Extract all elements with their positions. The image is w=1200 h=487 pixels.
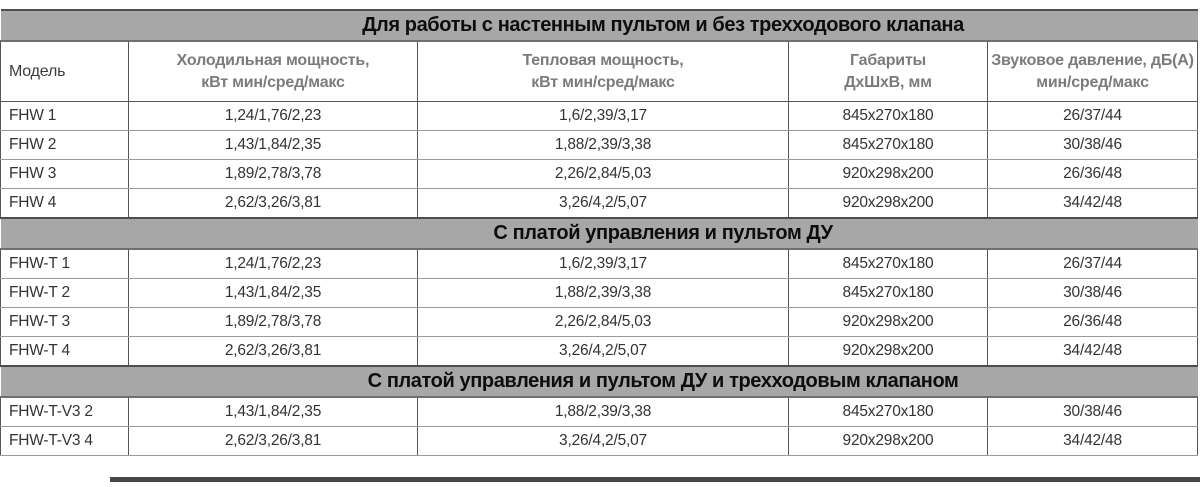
section-wall-remote: Для работы с настенным пультом и без тре… [0,9,1199,219]
cell-dimensions: 845x270x180 [788,101,988,131]
cell-cooling: 1,43/1,84/2,35 [128,278,418,308]
cell-dimensions: 920x298x200 [788,307,988,337]
cell-model: FHW-T 4 [0,336,129,367]
cell-cooling: 1,24/1,76/2,23 [128,248,418,279]
cell-cooling: 1,89/2,78/3,78 [128,159,418,189]
cell-sound: 34/42/48 [986,188,1199,219]
cell-dimensions: 920x298x200 [788,336,988,367]
cell-cooling: 1,89/2,78/3,78 [128,307,418,337]
cell-model: FHW 1 [0,101,129,131]
cell-cooling: 1,24/1,76/2,23 [128,101,418,131]
table-row: FHW 1 1,24/1,76/2,23 1,6/2,39/3,17 845x270x… [0,101,1199,131]
cell-sound: 26/37/44 [986,248,1199,279]
column-header-row: Модель Холодильная мощность, кВт мин/сре… [0,40,1199,102]
cell-heating: 1,88/2,39/3,38 [417,278,789,308]
cell-model: FHW-T 1 [0,248,129,279]
column-header-model: Модель [0,40,129,102]
cell-heating: 3,26/4,2/5,07 [417,188,789,219]
bottom-bar [110,477,1200,482]
cell-sound: 34/42/48 [986,336,1199,367]
cell-heating: 3,26/4,2/5,07 [417,336,789,367]
table-row: FHW-T 1 1,24/1,76/2,23 1,6/2,39/3,17 845x27… [0,248,1199,279]
cell-model: FHW 2 [0,130,129,160]
column-header-cooling-power: Холодильная мощность, кВт мин/сред/макс [128,40,418,102]
column-header-sound-pressure: Звуковое давление, дБ(А) мин/сред/макс [986,40,1199,102]
cell-dimensions: 920x298x200 [788,426,988,456]
cell-cooling: 1,43/1,84/2,35 [128,396,418,427]
cell-sound: 30/38/46 [986,396,1199,427]
cell-model: FHW 3 [0,159,129,189]
cell-model: FHW-T 3 [0,307,129,337]
table-row: FHW 4 2,62/3,26/3,81 3,26/4,2/5,07 920x298x… [0,188,1199,219]
cell-dimensions: 845x270x180 [788,278,988,308]
cell-heating: 1,6/2,39/3,17 [417,248,789,279]
cell-cooling: 2,62/3,26/3,81 [128,188,418,219]
section-banner: С платой управления и пультом ДУ и трехх… [0,365,1198,398]
section-banner-row: Для работы с настенным пультом и без тре… [0,9,1198,42]
section-banner-row: С платой управления и пультом ДУ [0,217,1198,250]
table-row: FHW-T-V3 4 2,62/3,26/3,81 3,26/4,2/5,07 920… [0,426,1199,456]
cell-dimensions: 845x270x180 [788,396,988,427]
cell-sound: 26/37/44 [986,101,1199,131]
cell-heating: 1,88/2,39/3,38 [417,130,789,160]
cell-cooling: 1,43/1,84/2,35 [128,130,418,160]
column-header-heating-power: Тепловая мощность, кВт мин/сред/макс [417,40,789,102]
cell-model: FHW 4 [0,188,129,219]
cell-cooling: 2,62/3,26/3,81 [128,336,418,367]
cell-sound: 26/36/48 [986,159,1199,189]
table-row: FHW-T 2 1,43/1,84/2,35 1,88/2,39/3,38 845x2… [0,278,1199,308]
section-banner: С платой управления и пультом ДУ [0,217,1198,250]
cell-sound: 30/38/46 [986,130,1199,160]
section-control-board-remote-valve: С платой управления и пультом ДУ и трехх… [0,365,1199,456]
cell-heating: 1,88/2,39/3,38 [417,396,789,427]
cell-cooling: 2,62/3,26/3,81 [128,426,418,456]
cell-heating: 2,26/2,84/5,03 [417,307,789,337]
cell-dimensions: 920x298x200 [788,159,988,189]
column-header-dimensions: Габариты ДхШхВ, мм [788,40,988,102]
cell-sound: 30/38/46 [986,278,1199,308]
cell-model: FHW-T 2 [0,278,129,308]
cell-heating: 1,6/2,39/3,17 [417,101,789,131]
section-control-board-remote: С платой управления и пультом ДУ FHW-T 1… [0,217,1199,367]
cell-dimensions: 845x270x180 [788,130,988,160]
cell-heating: 2,26/2,84/5,03 [417,159,789,189]
spec-table: Для работы с настенным пультом и без тре… [0,9,1199,456]
cell-model: FHW-T-V3 4 [0,426,129,456]
section-banner-row: С платой управления и пультом ДУ и трехх… [0,365,1198,398]
table-row: FHW 2 1,43/1,84/2,35 1,88/2,39/3,38 845x270… [0,130,1199,160]
cell-dimensions: 845x270x180 [788,248,988,279]
table-row: FHW 3 1,89/2,78/3,78 2,26/2,84/5,03 920x298… [0,159,1199,189]
cell-sound: 26/36/48 [986,307,1199,337]
section-banner: Для работы с настенным пультом и без тре… [0,9,1198,42]
table-row: FHW-T 4 2,62/3,26/3,81 3,26/4,2/5,07 920x29… [0,336,1199,367]
cell-dimensions: 920x298x200 [788,188,988,219]
cell-model: FHW-T-V3 2 [0,396,129,427]
cell-sound: 34/42/48 [986,426,1199,456]
cell-heating: 3,26/4,2/5,07 [417,426,789,456]
table-row: FHW-T-V3 2 1,43/1,84/2,35 1,88/2,39/3,38 84… [0,396,1199,427]
table-row: FHW-T 3 1,89/2,78/3,78 2,26/2,84/5,03 920x2… [0,307,1199,337]
